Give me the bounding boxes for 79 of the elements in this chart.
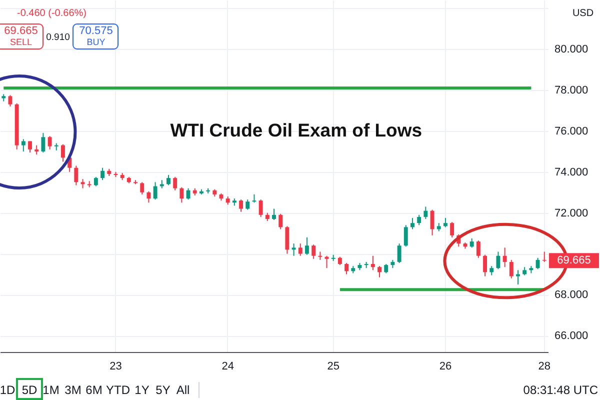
y-tick-label: 72.000 [554, 207, 588, 220]
candlestick [140, 182, 144, 195]
candlestick [41, 132, 46, 153]
candlestick [424, 206, 428, 220]
candlestick [28, 140, 32, 153]
candlestick [153, 182, 158, 200]
candlestick [146, 190, 151, 204]
candlestick [94, 176, 98, 187]
text: 5D [22, 383, 38, 397]
x-tick-label: 23 [110, 360, 122, 372]
candlestick [180, 186, 184, 204]
x-tick-label: 28 [538, 360, 550, 372]
candlestick [450, 222, 454, 238]
text: 1M [42, 383, 60, 397]
annotation: SELL [10, 37, 32, 47]
candlestick [509, 259, 514, 279]
candlestick [502, 247, 507, 268]
candlestick [384, 264, 388, 274]
text: 69.665 [557, 254, 591, 267]
candlestick [397, 243, 402, 264]
candlestick [298, 243, 302, 256]
annotation: 69.665 [4, 25, 38, 37]
candlestick [285, 226, 290, 254]
candlestick [370, 255, 375, 271]
y-tick-label: 74.000 [554, 166, 588, 178]
candlestick [278, 213, 283, 230]
x-tick-label: 26 [439, 360, 452, 372]
candlestick [443, 217, 448, 228]
text: 1D [0, 383, 16, 397]
text: WTI Crude Oil Exam of Lows [170, 120, 422, 141]
candlestick [318, 251, 322, 260]
candlestick [496, 251, 500, 270]
candlestick [239, 199, 244, 212]
candlestick [344, 262, 349, 275]
candlestick [246, 199, 250, 210]
candlestick [173, 176, 178, 191]
candlestick [404, 224, 408, 248]
candlestick [304, 236, 309, 256]
candlestick [100, 167, 105, 181]
annotation: -0.460 (-0.66%) [17, 8, 86, 19]
annotation: 0.910 [46, 32, 70, 43]
candlestick [34, 144, 39, 156]
candlestick [48, 136, 52, 150]
candlestick [378, 266, 382, 278]
text: 08:31:48 UTC [523, 383, 598, 397]
candlestick [417, 214, 422, 226]
x-tick-label: 24 [222, 360, 234, 372]
x-tick-label: 25 [327, 360, 340, 372]
annotation: BUY [86, 37, 106, 47]
y-tick-label: 80.000 [554, 44, 588, 56]
candlestick [483, 254, 487, 277]
candlestick [490, 266, 494, 276]
text: 1Y [134, 383, 150, 397]
annotation: 70.575 [79, 25, 113, 37]
y-tick-label: 68.000 [554, 289, 588, 302]
y-tick-label: 76.000 [554, 125, 588, 138]
candlestick [312, 244, 316, 260]
text: USD [572, 8, 594, 19]
candlestick [166, 174, 170, 186]
text: 6M [86, 383, 102, 397]
candlestick [258, 199, 263, 218]
text: YTD [106, 383, 130, 397]
text: 5Y [156, 383, 170, 397]
candlestick [21, 138, 26, 152]
candlestick [410, 217, 414, 230]
y-tick-label: 66.000 [554, 330, 588, 342]
candlestick [61, 144, 65, 162]
y-tick-label: 78.000 [554, 84, 588, 97]
candlestick [292, 243, 296, 256]
candlestick [74, 165, 78, 186]
text: 3M [64, 383, 82, 397]
candlestick [272, 208, 276, 220]
candlestick [516, 270, 520, 285]
candlestick [470, 238, 474, 248]
candlestick [8, 94, 12, 107]
candlestick [186, 188, 190, 200]
candlestick [536, 257, 540, 270]
candlestick [476, 240, 480, 258]
text: All [176, 383, 190, 397]
